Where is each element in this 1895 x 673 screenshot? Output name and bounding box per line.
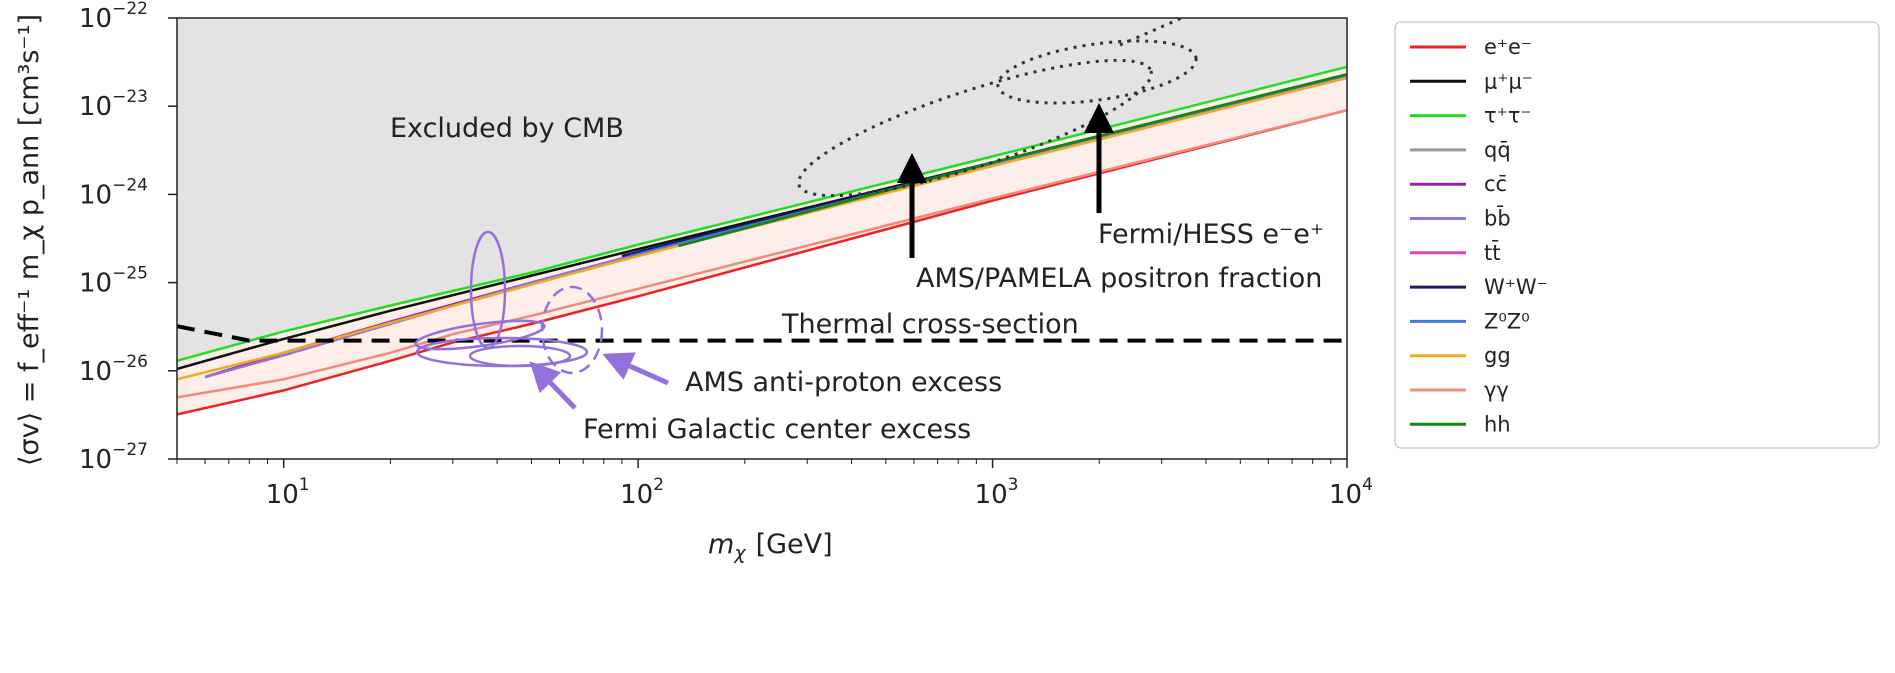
- x-axis-label-unit: [GeV]: [756, 529, 833, 560]
- legend: e⁺e⁻ μ⁺μ⁻ τ⁺τ⁻ qq̄ cc̄ bb̄ tt̄ W⁺W⁻ Z⁰Z⁰ gg γγ hh: [1394, 21, 1880, 449]
- ams-antiproton-label: AMS anti-proton excess: [685, 367, 1002, 398]
- legend-label-0: e⁺e⁻: [1484, 35, 1532, 59]
- fermi-gc-label: Fermi Galactic center excess: [583, 414, 971, 445]
- series-line-9: [177, 76, 1347, 381]
- x-tick-label-2: 103: [975, 475, 1019, 510]
- ams-antiproton-contour: [540, 285, 604, 375]
- legend-label-1: μ⁺μ⁻: [1484, 69, 1533, 93]
- fermi-gc-contour-3: [414, 319, 546, 351]
- plot-area: [176, 17, 1348, 460]
- y-tick-label-2: 10−25: [79, 264, 148, 299]
- excluded-region-label: Excluded by CMB: [390, 113, 624, 144]
- legend-label-8: Z⁰Z⁰: [1484, 309, 1530, 333]
- x-tick-label-3: 104: [1329, 475, 1373, 510]
- thermal-line: [177, 324, 1347, 343]
- legend-label-9: gg: [1484, 344, 1511, 368]
- thermal-label: Thermal cross-section: [781, 309, 1079, 340]
- x-tick-label-0: 101: [266, 475, 310, 510]
- y-tick-label-1: 10−26: [79, 352, 148, 387]
- legend-label-6: tt̄: [1484, 240, 1500, 265]
- legend-label-10: γγ: [1484, 378, 1509, 402]
- legend-label-5: bb̄: [1484, 206, 1511, 231]
- fermi-gc-contour-4: [468, 344, 572, 368]
- series-line-11: [678, 73, 1347, 248]
- series-line-10: [177, 108, 1347, 399]
- y-tick-label-4: 10−23: [79, 87, 148, 122]
- fermi-gc-arrow: [529, 361, 577, 410]
- fermi-hess-label: Fermi/HESS e⁻e⁺: [1098, 219, 1324, 250]
- legend-label-2: τ⁺τ⁻: [1484, 104, 1531, 128]
- legend-label-7: W⁺W⁻: [1484, 275, 1548, 299]
- legend-frame: [1394, 21, 1880, 449]
- y-axis-label: ⟨σv⟩ = f_eff⁻¹ m_χ p_ann [cm³s⁻¹]: [14, 14, 45, 466]
- series-group: [177, 65, 1347, 416]
- x-axis-ticks: 101 102 103 104: [176, 459, 1373, 510]
- uncertainty-band: [177, 66, 1347, 415]
- x-tick-label-1: 102: [620, 475, 664, 510]
- y-tick-label-3: 10−24: [79, 175, 148, 210]
- legend-items: e⁺e⁻ μ⁺μ⁻ τ⁺τ⁻ qq̄ cc̄ bb̄ tt̄ W⁺W⁻ Z⁰Z⁰ gg γγ hh: [1410, 35, 1548, 436]
- plot-frame: [176, 17, 1348, 460]
- legend-label-11: hh: [1484, 412, 1511, 436]
- y-tick-label-0: 10−27: [79, 440, 148, 475]
- x-axis-label-sub: χ: [733, 542, 746, 564]
- fermi-hess-contour: [996, 39, 1198, 105]
- x-axis-label: mχ [GeV]: [708, 529, 833, 564]
- positron-fraction-label: AMS/PAMELA positron fraction: [916, 263, 1322, 294]
- y-axis-ticks: 10−27 10−26 10−25 10−24 10−23 10−22: [79, 0, 177, 475]
- ams-antiproton-arrow: [602, 352, 670, 386]
- legend-label-4: cc̄: [1484, 172, 1507, 196]
- legend-label-3: qq̄: [1484, 138, 1511, 162]
- series-line-0: [177, 108, 1347, 416]
- series-line-2: [177, 65, 1347, 363]
- y-tick-label-5: 10−22: [79, 0, 148, 34]
- x-axis-label-main: m: [708, 529, 734, 560]
